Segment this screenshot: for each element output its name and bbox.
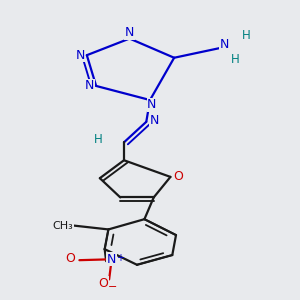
Text: H: H [94, 133, 102, 146]
Text: −: − [107, 282, 117, 292]
Text: N: N [125, 26, 134, 39]
Text: N: N [147, 98, 157, 111]
Text: O: O [174, 170, 184, 183]
Text: O: O [99, 277, 109, 290]
Text: H: H [231, 52, 240, 65]
Text: O: O [65, 252, 75, 266]
Text: N: N [150, 114, 159, 127]
Text: H: H [242, 29, 251, 43]
Text: N: N [85, 80, 94, 92]
Text: CH₃: CH₃ [52, 220, 73, 231]
Text: N: N [220, 38, 229, 51]
Text: N: N [107, 253, 116, 266]
Text: +: + [116, 253, 124, 263]
Text: N: N [76, 49, 85, 62]
